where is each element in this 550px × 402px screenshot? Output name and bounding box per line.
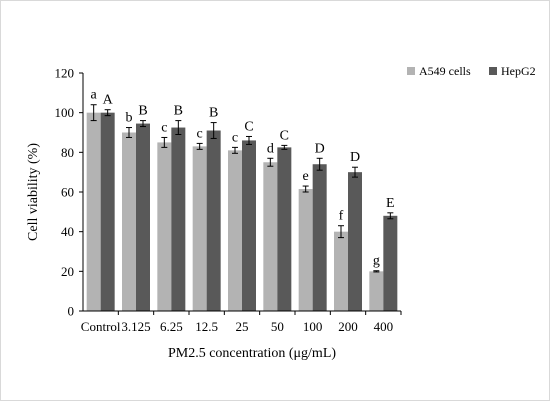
- bar: [277, 147, 292, 311]
- bar: [383, 215, 398, 311]
- bars-layer: [86, 112, 398, 312]
- x-tick-label: 25: [236, 319, 249, 334]
- bar: [206, 130, 221, 311]
- x-tick-label: 100: [303, 319, 323, 334]
- x-tick-label: 400: [374, 319, 394, 334]
- significance-label: g: [373, 254, 380, 269]
- significance-label: b: [126, 111, 133, 126]
- legend-label: A549 cells: [419, 64, 471, 78]
- y-tick-label: 80: [61, 145, 74, 160]
- significance-label: D: [350, 150, 360, 165]
- bar: [100, 112, 115, 312]
- bar: [348, 172, 362, 311]
- significance-label: B: [209, 106, 218, 121]
- significance-label: c: [197, 126, 203, 141]
- bar: [298, 189, 313, 311]
- x-tick-label: 3.125: [121, 319, 150, 334]
- bar: [334, 231, 348, 311]
- bar: [122, 132, 136, 311]
- x-tick-label: 50: [271, 319, 284, 334]
- significance-label: d: [267, 141, 274, 156]
- x-tick-label: 6.25: [160, 319, 183, 334]
- y-tick-label: 100: [55, 105, 75, 120]
- significance-label: a: [91, 88, 98, 103]
- y-tick-label: 40: [61, 224, 74, 239]
- significance-label: f: [339, 209, 344, 224]
- significance-label: c: [232, 130, 238, 145]
- x-tick-label: Control: [81, 319, 121, 334]
- bar: [263, 162, 278, 311]
- bar: [86, 112, 101, 312]
- bar: [171, 127, 186, 312]
- bar: [369, 271, 384, 311]
- x-tick-label: 12.5: [195, 319, 218, 334]
- significance-label: C: [280, 128, 289, 143]
- bar: [157, 142, 172, 311]
- legend-label: HepG2: [501, 64, 536, 78]
- bar: [242, 140, 256, 311]
- significance-label: e: [303, 169, 309, 184]
- y-tick-label: 120: [55, 66, 75, 81]
- y-axis-title: Cell viability (%): [26, 143, 41, 241]
- y-tick-label: 20: [61, 264, 74, 279]
- bar: [136, 123, 150, 311]
- bar: [192, 146, 207, 311]
- significance-label: B: [138, 104, 147, 119]
- significance-label: B: [174, 104, 183, 119]
- significance-label: c: [161, 120, 167, 135]
- legend-swatch: [407, 67, 415, 75]
- significance-label: A: [103, 93, 114, 108]
- legend-swatch: [489, 67, 497, 75]
- significance-label: C: [244, 119, 253, 134]
- y-ticks: 0 20 40 60 80 100 120: [55, 66, 83, 319]
- x-tick-label: 200: [338, 319, 358, 334]
- bar: [228, 150, 242, 311]
- significance-label: D: [315, 141, 325, 156]
- x-tick-labels: Control 3.125 6.25 12.5 25 50 100 200 400: [81, 311, 402, 334]
- bar: [312, 164, 327, 311]
- error-bars-layer: [90, 104, 394, 273]
- significance-label: E: [386, 196, 395, 211]
- y-tick-label: 60: [61, 185, 74, 200]
- legend: A549 cells HepG2: [407, 64, 536, 78]
- x-axis-title: PM2.5 concentration (μg/mL): [168, 346, 336, 361]
- y-tick-label: 0: [68, 304, 75, 319]
